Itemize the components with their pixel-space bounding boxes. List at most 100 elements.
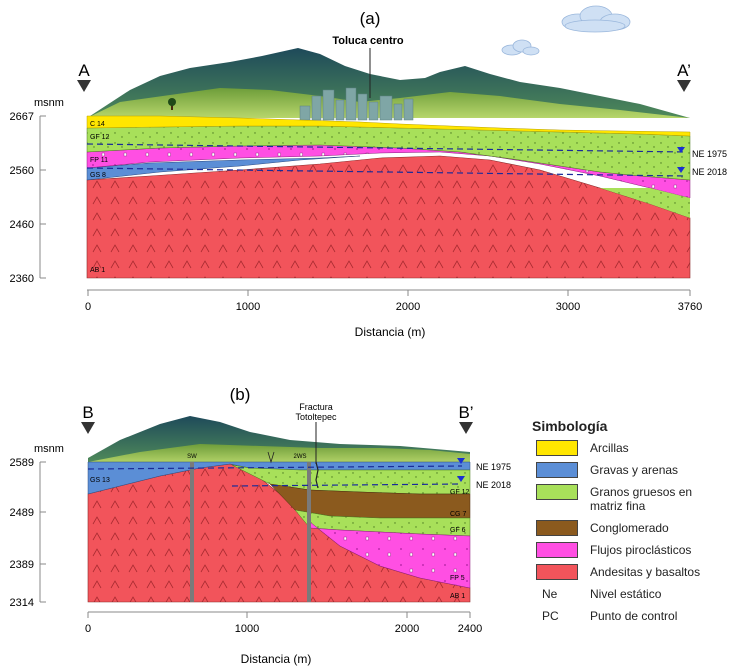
legend-item-label-line1: Granos gruesos en [590,485,693,499]
section-end-marker-a: A’ [677,61,691,80]
unit-label: CG 7 [450,511,466,518]
unit-label: FP 5 [450,575,465,582]
well-column [307,462,311,602]
legend-abbr: Ne [542,587,558,601]
x-axis-title-a: Distancia (m) [355,325,426,339]
y-unit-label-a: msnm [34,97,64,109]
fracture-label-line2: Totoltepec [295,412,337,422]
water-level-label-2018-a: NE 2018 [692,167,727,177]
section-end-marker-b: B’ [458,403,473,422]
water-level-1975-b [87,465,463,470]
legend-swatch [536,440,578,456]
layer-andesite-a [86,155,691,279]
panel-b-label: (b) [230,385,251,404]
marker-down-arrow-icon [459,422,473,434]
legend: Simbología Arcillas Gravas y arenas Gran… [532,418,732,630]
cloud-icon [561,5,631,33]
axis-tick-label: 0 [85,623,91,635]
panel-a-label: (a) [360,9,381,28]
axis-tick-label: 2460 [10,219,34,231]
legend-swatch [536,564,578,580]
layer-coarse-lower-a [600,188,690,218]
green-hills-b [88,444,470,464]
unit-label: AB 1 [450,593,465,600]
tree-icon [168,98,176,110]
legend-item-label: Gravas y arenas [590,463,679,477]
cloud-icon [501,39,540,56]
unit-label: GF 12 [450,489,470,496]
x-axis-title-b: Distancia (m) [241,652,312,666]
marker-down-arrow-icon [77,80,91,92]
axis-tick-label: 0 [85,301,91,313]
unit-label: AB 1 [90,267,105,274]
section-start-marker-a: A [78,61,90,80]
marker-down-arrow-icon [81,422,95,434]
water-level-label-1975-a: NE 1975 [692,149,727,159]
unit-label: GS 8 [90,172,106,179]
layer-pyroclastic-b [309,521,471,589]
axis-tick-label: 2314 [10,597,34,609]
axis-tick-label: 1000 [236,301,260,313]
axis-tick-label: 2360 [10,273,34,285]
layer-clay-a [86,115,691,137]
legend-item-andesitas: Andesitas y basaltos [532,564,732,586]
axis-tick-label: 2000 [395,623,419,635]
legend-abbr-meaning: Nivel estático [590,587,662,601]
axis-tick-label: 2667 [10,111,34,123]
axis-tick-label: 2589 [10,457,34,469]
legend-item-conglomerado: Conglomerado [532,520,732,542]
section-start-marker-b: B [82,403,93,422]
unit-label: GF 6 [450,527,466,534]
city-label: Toluca centro [332,35,404,47]
legend-swatch [536,484,578,500]
legend-title: Simbología [532,418,608,434]
water-level-icon [677,147,685,153]
legend-item-granos: Granos gruesos en matriz fina [532,484,732,520]
unit-label: FP 11 [90,157,108,164]
legend-abbr-meaning: Punto de control [590,609,678,623]
fracture-arrow-icon [267,451,275,464]
unit-label: GF 12 [90,134,110,141]
city-skyline [299,87,414,121]
axis-tick-label: 2000 [396,301,420,313]
water-level-label-1975-b: NE 1975 [476,462,511,472]
legend-item-gravas: Gravas y arenas [532,462,732,484]
fracture-line [315,461,319,489]
legend-item-label-line2: matriz fina [590,499,646,513]
legend-item-arcillas: Arcillas [532,440,732,462]
axis-tick-label: 2489 [10,507,34,519]
legend-swatch [536,542,578,558]
legend-item-label: Granos gruesos en matriz fina [590,485,692,513]
well-label: 2WS [293,454,306,460]
fracture-label-line1: Fractura [299,402,333,412]
legend-item-label: Conglomerado [590,521,669,535]
legend-swatch [536,520,578,536]
axis-tick-label: 3000 [556,301,580,313]
legend-item-label: Flujos piroclásticos [590,543,692,557]
axis-tick-label: 2560 [10,165,34,177]
legend-abbr: PC [542,609,559,623]
y-unit-label-b: msnm [34,443,64,455]
water-level-2018-b [231,483,463,487]
water-level-icon [457,458,465,464]
axis-tick-label: 1000 [235,623,259,635]
marker-down-arrow-icon [677,80,691,92]
legend-item-label: Andesitas y basaltos [590,565,701,579]
well-label: SW [187,454,197,460]
water-level-icon [457,476,465,482]
legend-abbr-pc: PC Punto de control [532,608,732,630]
unit-label: GS 13 [90,477,110,484]
axis-tick-label: 3760 [678,301,702,313]
legend-item-label: Arcillas [590,441,629,455]
well-column [190,462,194,602]
legend-swatch [536,462,578,478]
water-level-label-2018-b: NE 2018 [476,480,511,490]
layer-gravel-a [86,155,361,181]
water-level-icon [677,167,685,173]
axis-tick-label: 2389 [10,559,34,571]
unit-label: C 14 [90,121,105,128]
legend-abbr-ne: Ne Nivel estático [532,586,732,608]
legend-item-flujos: Flujos piroclásticos [532,542,732,564]
